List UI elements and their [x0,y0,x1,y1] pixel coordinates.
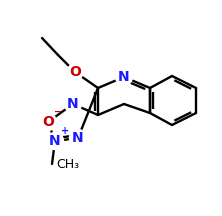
Text: O: O [42,115,54,129]
Circle shape [67,64,83,80]
Circle shape [115,68,133,86]
Circle shape [69,130,87,146]
Text: CH₃: CH₃ [56,157,79,170]
Text: N: N [118,70,130,84]
Text: N: N [72,131,84,145]
Text: N: N [67,97,79,111]
Text: O: O [69,65,81,79]
Circle shape [65,95,81,113]
Circle shape [46,132,63,149]
Text: N: N [49,134,61,148]
Text: +: + [61,126,69,136]
Text: −: − [54,107,62,117]
Circle shape [40,113,57,130]
